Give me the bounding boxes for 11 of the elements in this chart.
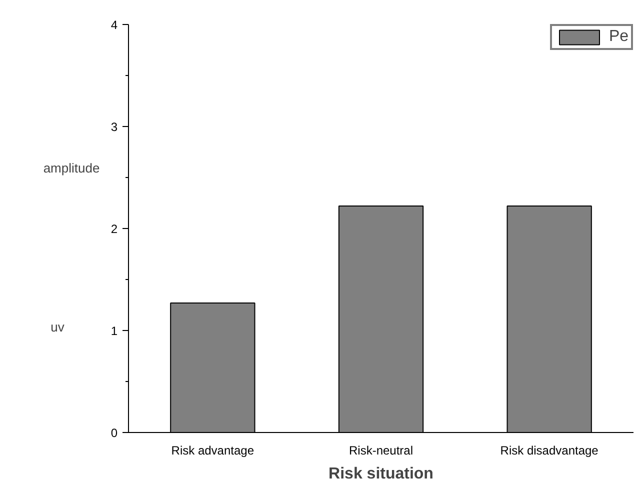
x-tick-label: Risk disadvantage <box>500 444 599 458</box>
y-tick-label: 0 <box>110 426 118 440</box>
x-tick-label: Risk-neutral <box>348 444 414 458</box>
text: amplitude uv <box>43 160 100 335</box>
x-axis-title: Risk situation <box>328 466 434 482</box>
legend-label: Pe <box>609 28 629 46</box>
y-tick-label: 3 <box>110 120 118 134</box>
y-tick-label: 2 <box>110 222 118 236</box>
x-tick-label: Risk advantage <box>171 444 254 458</box>
y-tick-label: 1 <box>110 324 118 338</box>
y-tick-label: 4 <box>110 18 118 32</box>
